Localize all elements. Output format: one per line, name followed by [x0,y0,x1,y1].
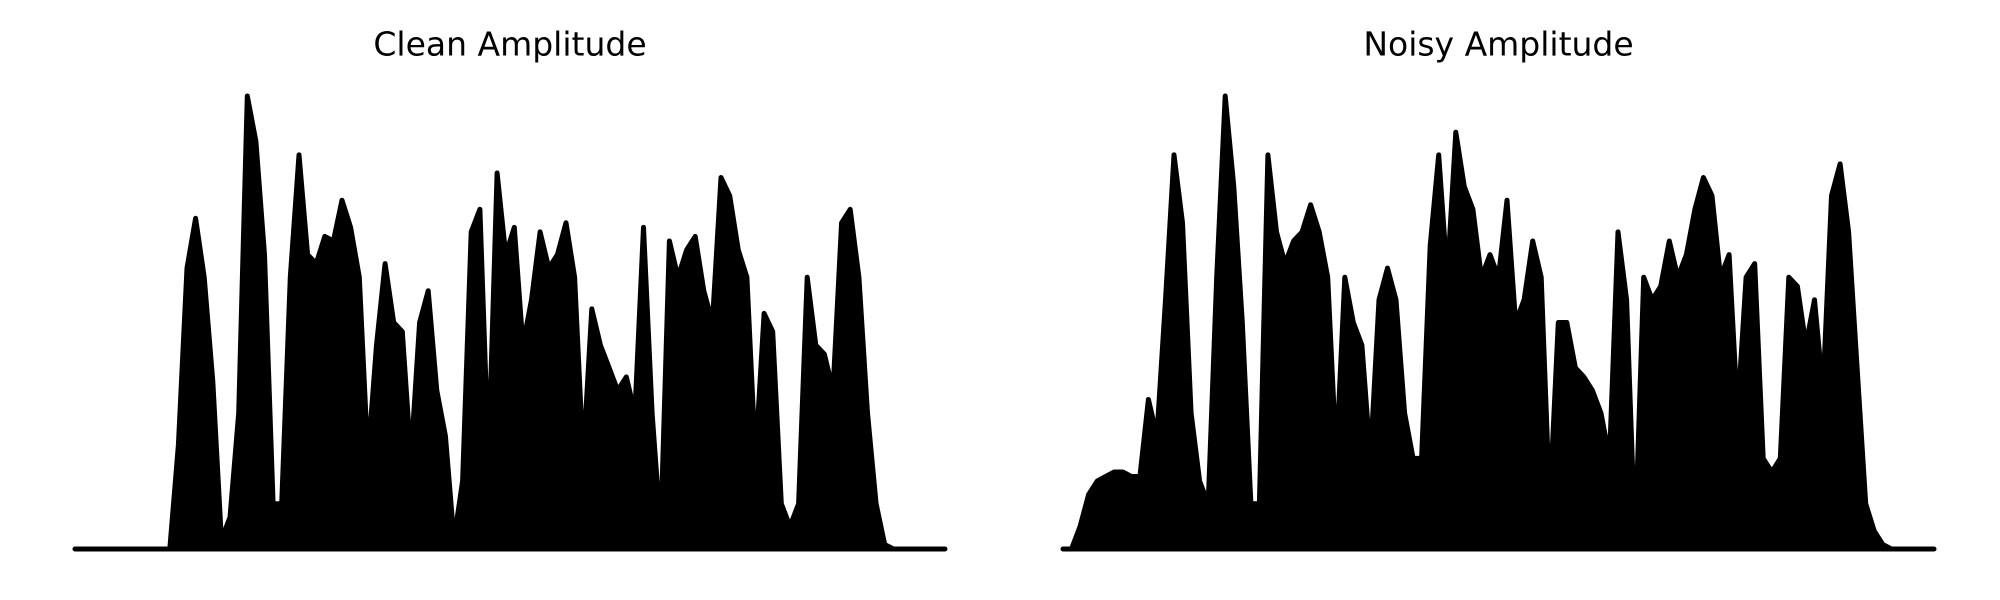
chart-title: Clean Amplitude [373,25,646,64]
amplitude-area [1060,93,1937,552]
chart-title: Noisy Amplitude [1363,25,1633,64]
amplitude-area [72,93,948,552]
